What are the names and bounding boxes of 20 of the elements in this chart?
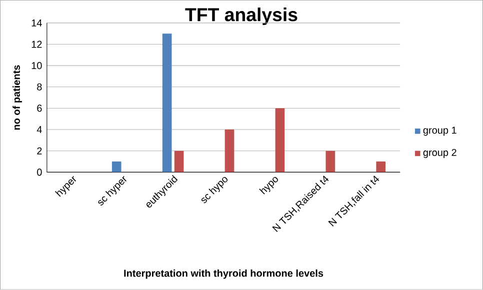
bar bbox=[112, 162, 122, 172]
bar bbox=[326, 150, 336, 172]
x-axis-title: Interpretation with thyroid hormone levels bbox=[124, 270, 324, 279]
y-tick-label: 10 bbox=[32, 62, 42, 70]
legend-label: group 1 bbox=[423, 126, 456, 136]
y-tick-label: 12 bbox=[32, 40, 42, 48]
y-tick-label: 6 bbox=[37, 104, 42, 112]
bar bbox=[174, 150, 184, 172]
y-tick-label: 0 bbox=[37, 168, 42, 176]
y-tick-label: 4 bbox=[36, 126, 42, 134]
bar bbox=[275, 108, 285, 172]
bar bbox=[224, 130, 234, 172]
y-tick-label: 2 bbox=[37, 148, 42, 154]
bar bbox=[162, 34, 172, 172]
y-tick-label: 8 bbox=[37, 83, 42, 91]
chart-title: TFT analysis bbox=[185, 8, 298, 26]
y-axis-title: no of patients bbox=[12, 65, 22, 130]
y-tick-label: 14 bbox=[32, 20, 42, 26]
bar bbox=[376, 162, 386, 172]
legend-label: group 2 bbox=[423, 149, 456, 158]
